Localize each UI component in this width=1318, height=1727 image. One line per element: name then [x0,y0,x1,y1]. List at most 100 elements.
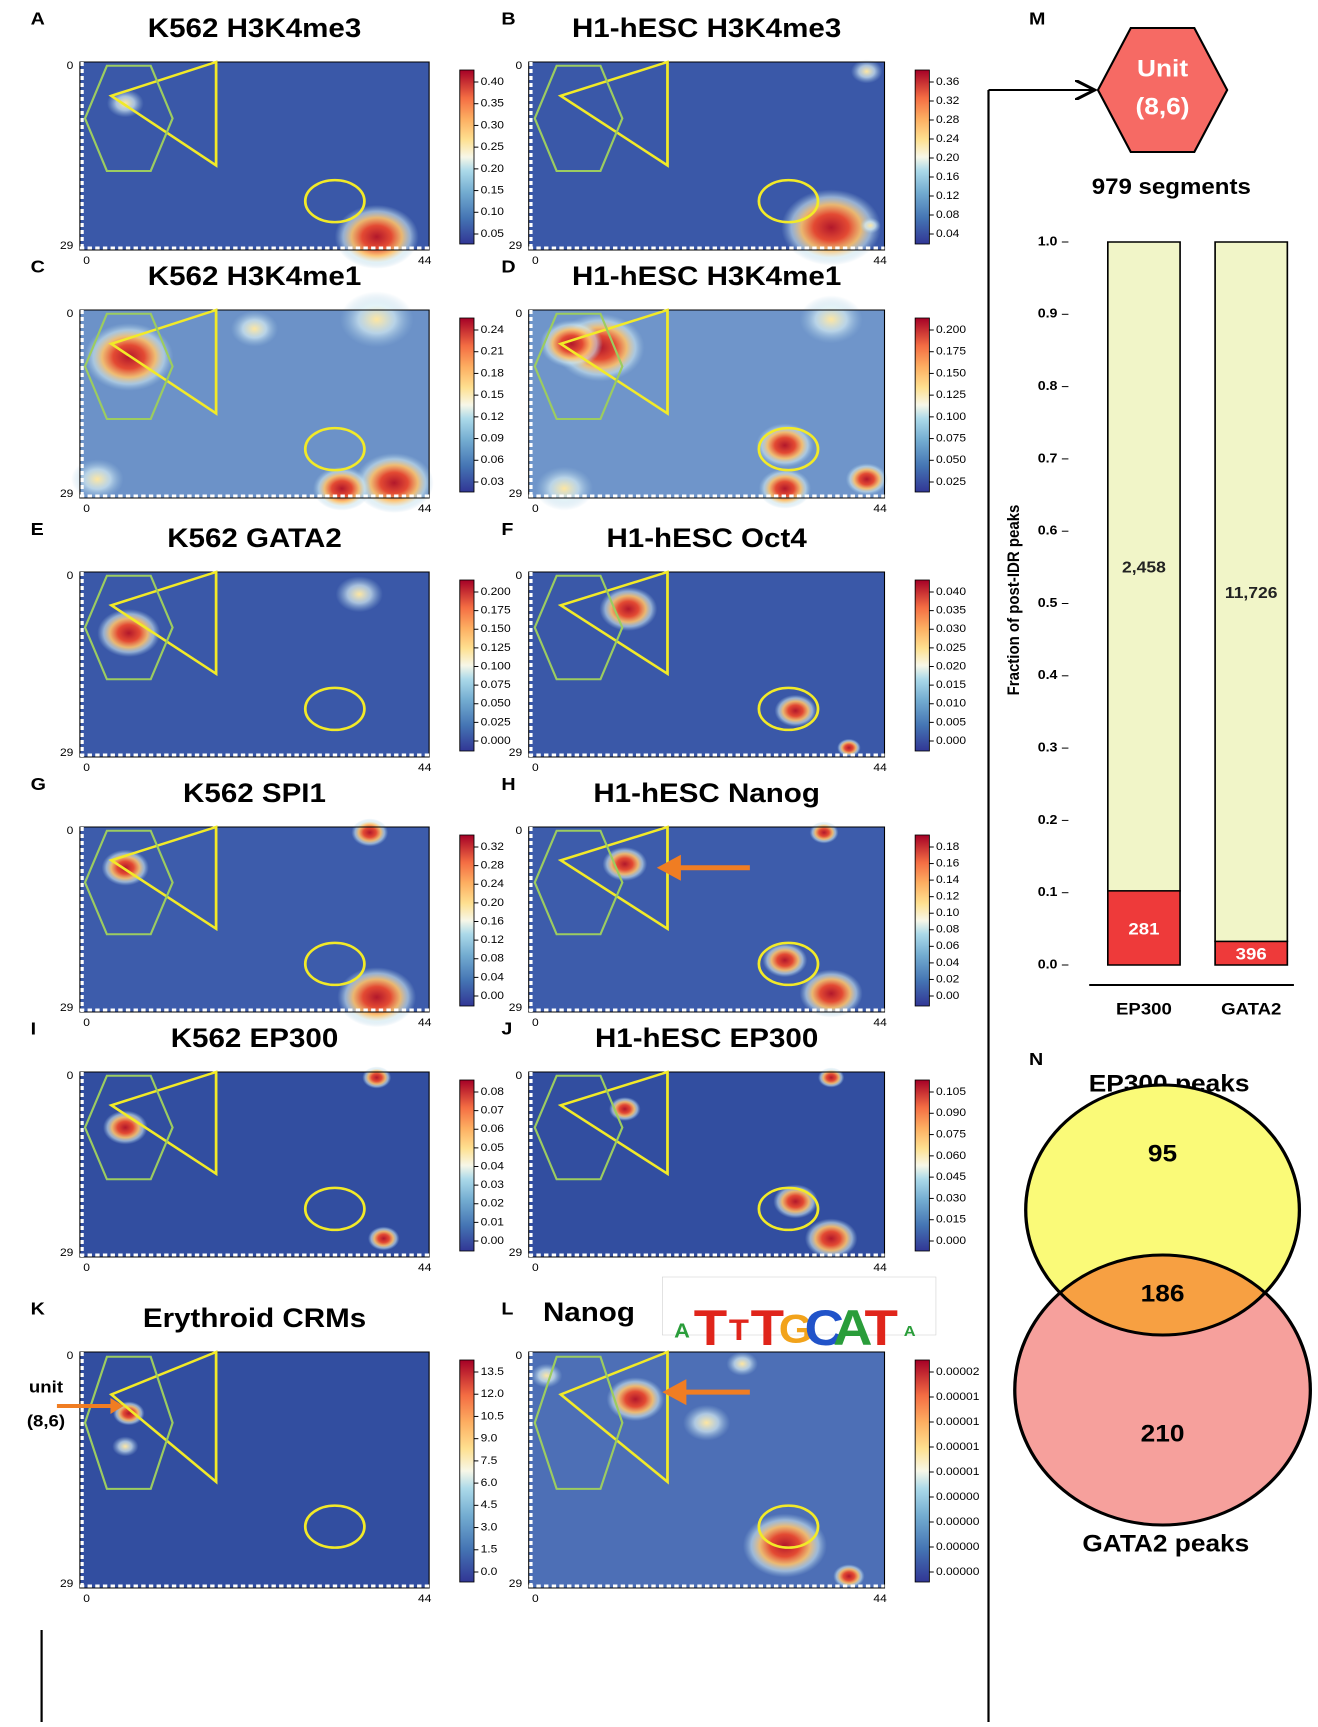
hexagon-region [83,1074,174,1181]
colorbar [459,579,475,752]
arrow-head [110,1398,124,1414]
colorbar-tick-label: 0.100 [481,661,511,672]
colorbar-tick-label: 0.16 [936,171,959,182]
col-label: 0 [532,1262,539,1273]
colorbar-tick-label: 0.04 [481,1161,505,1172]
colorbar-tick-label: 0.125 [481,642,511,653]
colorbar-tick-label: 0.09 [481,433,504,444]
colorbar-tick-label: 0.02 [936,974,959,985]
colorbar-tick-label: 0.125 [936,389,966,400]
colorbar-tick-label: 0.25 [481,141,504,152]
colorbar [459,1079,475,1252]
col-label: 0 [532,503,539,514]
hotspot [367,1226,400,1251]
colorbar [914,317,930,493]
hotspot [845,463,888,496]
hotspot [742,1513,827,1578]
bar-segment [1214,241,1289,943]
row-label: 0 [67,570,74,581]
data-label: 2,458 [1122,558,1166,576]
col-label: 44 [418,503,432,514]
annotation: (8,6) [27,1411,65,1430]
col-label: 0 [532,1593,539,1604]
colorbar [914,579,930,752]
row-label: 0 [515,60,522,71]
colorbar-tick-label: 0.32 [481,841,504,852]
colorbar-tick-label: 0.04 [936,957,960,968]
y-tick-label: 1.0 [1038,234,1058,248]
data-label: 11,726 [1225,584,1278,602]
heatmap-frame [79,61,430,251]
hotspot [755,423,814,468]
colorbar-tick-label: 0.100 [936,411,966,422]
triangle-region [557,1070,669,1177]
colorbar [914,69,930,245]
colorbar-tick-label: 0.075 [481,679,511,690]
colorbar-tick-label: 0.00002 [936,1366,979,1377]
colorbar-tick-label: 0.030 [936,1193,966,1204]
y-tick-label: 0.6 [1038,523,1058,537]
row-label: 29 [60,1002,73,1013]
logo-letter: A [833,1301,873,1356]
colorbar-tick-label: 0.40 [481,76,504,87]
panel-title: Nanog [543,1296,635,1327]
panel-letter: B [501,9,515,29]
hotspot [535,466,594,511]
row-label: 29 [60,1247,73,1258]
colorbar-tick-label: 0.00001 [936,1391,979,1402]
heatmap-frame [528,1071,886,1258]
y-tick-label: 0.0 [1038,957,1058,971]
hotspot [102,1110,148,1145]
row-label: 29 [60,488,73,499]
hotspot [97,609,161,658]
colorbar [459,317,475,493]
triangle-region [557,825,669,932]
colorbar-tick-label: 0.12 [936,891,959,902]
logo-letter: G [779,1306,813,1351]
colorbar-tick-label: 0.04 [481,972,505,983]
hotspot [539,319,603,368]
panel-letter: G [31,774,46,794]
colorbar-tick-label: 0.20 [936,152,959,163]
panel-title: H1-hESC Oct4 [606,522,807,553]
row-label: 29 [509,488,522,499]
hotspot [774,694,817,727]
row-label: 0 [515,570,522,581]
colorbar-tick-label: 0.15 [481,185,504,196]
heatmap [528,572,885,757]
col-label: 0 [83,762,90,773]
row-label: 29 [509,1002,522,1013]
triangle-region [557,570,669,677]
y-tick-label: 0.4 [1038,668,1058,682]
logo-frame [662,1276,937,1336]
ellipse-region [303,426,366,472]
triangle-region [108,825,218,932]
ellipse-region [303,686,366,732]
panel-title: H1-hESC H3K4me1 [572,260,841,291]
colorbar-tick-label: 0.010 [936,698,966,709]
col-label: 44 [873,1017,887,1028]
venn-count: 210 [1141,1420,1185,1447]
colorbar-tick-label: 0.020 [936,661,966,672]
colorbar-tick-label: 0.08 [936,924,959,935]
hotspot [799,969,863,1018]
logo-letter: A [904,1324,916,1340]
panel-title: K562 H3K4me1 [148,260,362,291]
heatmap-frame [528,309,886,499]
col-label: 44 [418,255,432,266]
arrow-head [656,854,681,881]
colorbar-tick-label: 0.24 [936,133,960,144]
colorbar-tick-label: 0.150 [481,624,511,635]
colorbar-tick-label: 0.000 [936,1235,966,1246]
heatmap [79,1072,430,1257]
colorbar-tick-label: 0.05 [481,228,504,239]
col-label: 0 [83,1593,90,1604]
hexagon-region [83,829,174,936]
colorbar-tick-label: 0.025 [936,642,966,653]
colorbar-tick-label: 0.21 [481,346,504,357]
hotspot [602,847,648,881]
hotspot [859,217,881,234]
logo-letter: A [674,1320,690,1342]
